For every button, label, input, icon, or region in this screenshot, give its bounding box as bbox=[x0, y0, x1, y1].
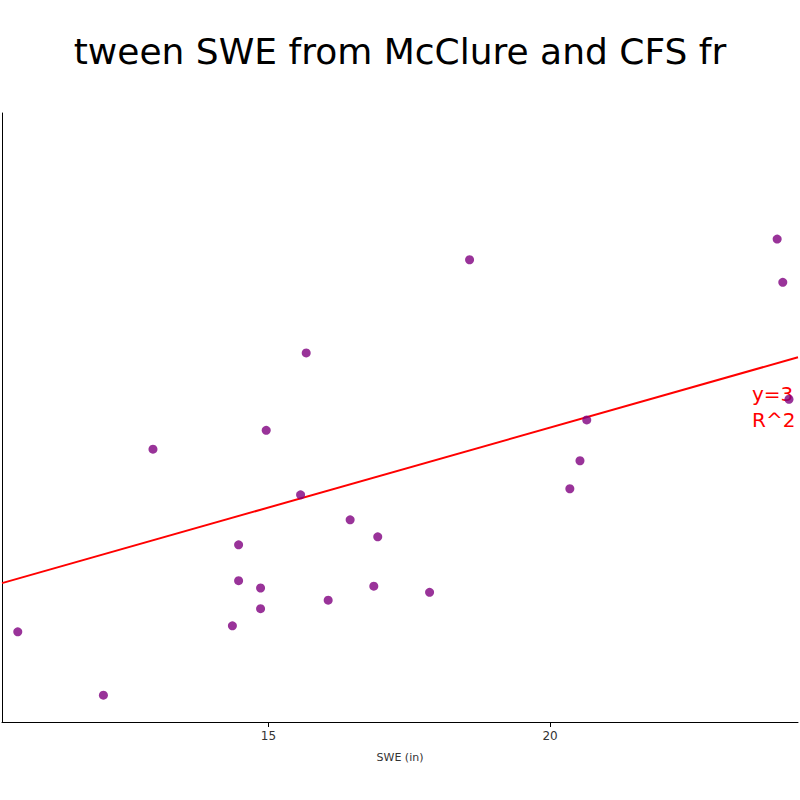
svg-text:y=3: y=3 bbox=[752, 382, 793, 406]
svg-text:SWE (in): SWE (in) bbox=[377, 751, 424, 764]
svg-text:15: 15 bbox=[261, 729, 276, 743]
svg-text:tween SWE from McClure and CFS: tween SWE from McClure and CFS fr bbox=[74, 31, 727, 72]
svg-text:R^2: R^2 bbox=[752, 408, 795, 432]
svg-text:20: 20 bbox=[542, 729, 557, 743]
